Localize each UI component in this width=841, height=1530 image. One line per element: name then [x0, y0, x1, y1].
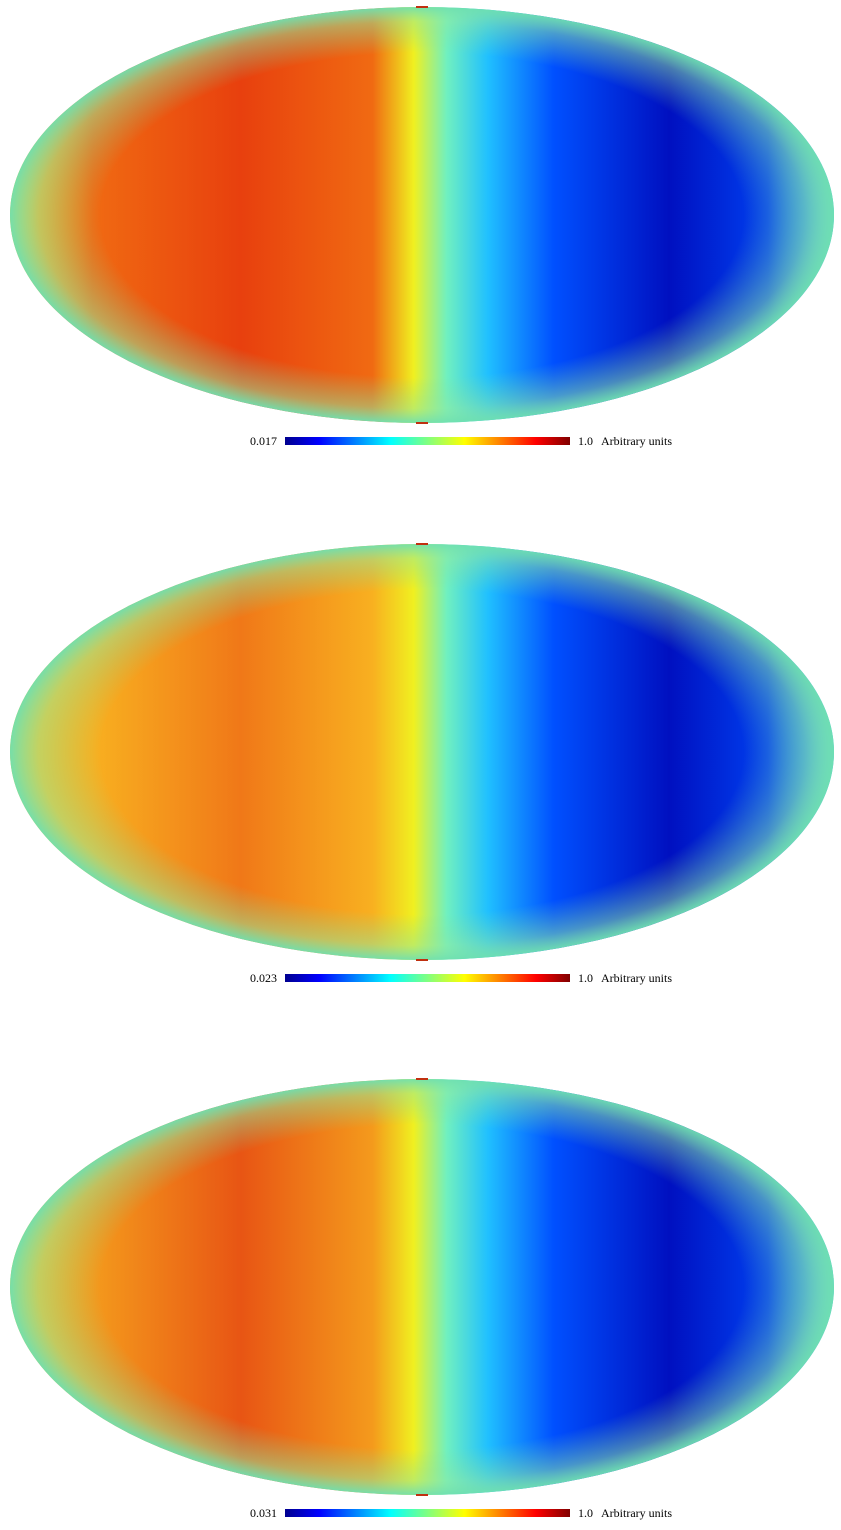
colorbar [285, 437, 570, 445]
colorbar-unit: Arbitrary units [601, 1506, 672, 1520]
sky-map-panel: 0.031 1.0 Arbitrary units [10, 1078, 834, 1520]
sky-map-panel: 0.017 1.0 Arbitrary units [10, 6, 834, 448]
colorbar [285, 1509, 570, 1517]
sky-map-panel: 0.023 1.0 Arbitrary units [10, 543, 834, 985]
colorbar-unit: Arbitrary units [601, 971, 672, 985]
colorbar-unit: Arbitrary units [601, 434, 672, 448]
colorbar [285, 974, 570, 982]
colorbar-tick-label: 0.017 [250, 434, 277, 448]
sky-map-rim [10, 544, 834, 960]
colorbar-tick-label: 1.0 [578, 434, 593, 448]
sky-map-rim [10, 1079, 834, 1495]
colorbar-tick-label: 0.031 [250, 1506, 277, 1520]
sky-map-rim [10, 7, 834, 423]
colorbar-tick-label: 1.0 [578, 971, 593, 985]
colorbar-tick-label: 1.0 [578, 1506, 593, 1520]
colorbar-tick-label: 0.023 [250, 971, 277, 985]
